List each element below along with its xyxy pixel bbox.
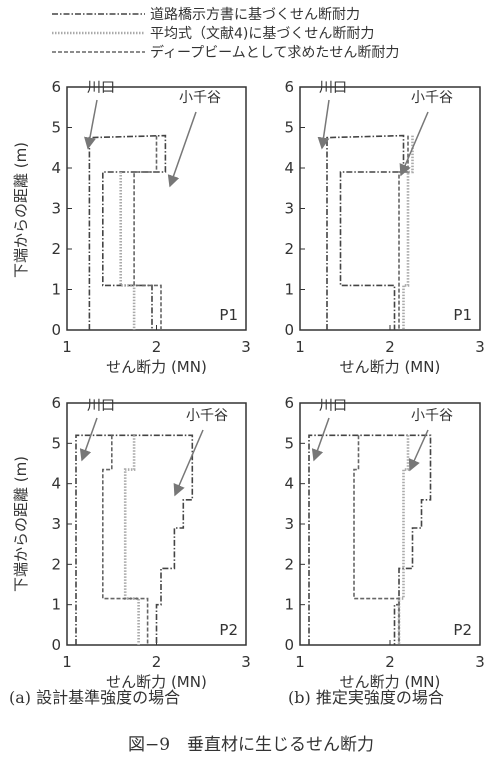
y-tick-label: 6 bbox=[284, 394, 294, 412]
legend-label-deepbeam: ディープビームとして求めたせん断耐力 bbox=[150, 44, 399, 61]
y-tick-label: 3 bbox=[51, 200, 61, 218]
annotation-kawaguchi: 川口 bbox=[319, 398, 347, 414]
annotation-kochidani: 小千谷 bbox=[411, 408, 453, 424]
annotation-kochidani: 小千谷 bbox=[411, 90, 453, 106]
annotation-kawaguchi: 川口 bbox=[87, 398, 115, 414]
x-tick-label: 2 bbox=[152, 653, 162, 671]
plot-frame bbox=[300, 403, 480, 645]
y-tick-label: 5 bbox=[284, 119, 294, 137]
plot-frame bbox=[67, 87, 246, 330]
x-tick-label: 1 bbox=[295, 338, 305, 356]
y-tick-label: 6 bbox=[51, 78, 61, 96]
y-tick-label: 5 bbox=[51, 434, 61, 452]
annotation-arrow bbox=[322, 100, 329, 148]
y-tick-label: 2 bbox=[284, 555, 294, 573]
x-tick-label: 1 bbox=[295, 653, 305, 671]
legend-label-average: 平均式（文献4)に基づくせん断耐力 bbox=[150, 25, 374, 42]
y-tick-label: 0 bbox=[51, 636, 61, 654]
x-tick-label: 3 bbox=[475, 338, 485, 356]
annotation-kawaguchi: 川口 bbox=[319, 80, 347, 96]
annotation-arrow bbox=[88, 100, 97, 148]
x-axis-title: せん断力 (MN) bbox=[340, 358, 441, 376]
x-tick-label: 3 bbox=[241, 653, 251, 671]
panel-label: P1 bbox=[219, 306, 238, 324]
x-tick-label: 1 bbox=[62, 653, 72, 671]
annotation-kochidani: 小千谷 bbox=[186, 408, 228, 424]
legend-entry: 道路橋示方書に基づくせん断耐力 bbox=[52, 6, 360, 23]
annotation-kawaguchi: 川口 bbox=[87, 80, 115, 96]
y-tick-label: 3 bbox=[51, 515, 61, 533]
legend-label-code: 道路橋示方書に基づくせん断耐力 bbox=[150, 6, 360, 23]
x-tick-label: 1 bbox=[62, 338, 72, 356]
x-axis-title: せん断力 (MN) bbox=[106, 358, 207, 376]
annotation-arrow bbox=[170, 112, 196, 186]
x-tick-label: 2 bbox=[385, 338, 395, 356]
y-tick-label: 6 bbox=[51, 394, 61, 412]
y-axis-title-bottom: 下端からの距離 (m) bbox=[12, 456, 30, 592]
series-line-0 bbox=[89, 136, 165, 330]
y-tick-label: 0 bbox=[284, 636, 294, 654]
y-tick-label: 4 bbox=[51, 159, 61, 177]
y-tick-label: 2 bbox=[51, 555, 61, 573]
y-tick-label: 5 bbox=[284, 434, 294, 452]
y-tick-label: 1 bbox=[284, 596, 294, 614]
subcaption-a: (a) 設計基準強度の場合 bbox=[9, 688, 180, 707]
x-tick-label: 2 bbox=[385, 653, 395, 671]
series-line-0 bbox=[327, 136, 404, 330]
y-tick-label: 2 bbox=[51, 240, 61, 258]
panel-label: P2 bbox=[453, 621, 472, 639]
x-tick-label: 3 bbox=[475, 653, 485, 671]
series-line-1 bbox=[125, 435, 138, 645]
annotation-arrow bbox=[175, 430, 203, 495]
y-tick-label: 0 bbox=[284, 321, 294, 339]
y-tick-label: 1 bbox=[51, 596, 61, 614]
x-tick-label: 2 bbox=[152, 338, 162, 356]
series-line-1 bbox=[399, 435, 408, 645]
annotation-kochidani: 小千谷 bbox=[179, 90, 221, 106]
y-tick-label: 1 bbox=[51, 281, 61, 299]
annotation-arrow bbox=[401, 112, 428, 175]
y-tick-label: 2 bbox=[284, 240, 294, 258]
y-tick-label: 1 bbox=[284, 281, 294, 299]
legend: 道路橋示方書に基づくせん断耐力 平均式（文献4)に基づくせん断耐力 ディープビー… bbox=[52, 6, 399, 61]
plot-frame bbox=[67, 403, 246, 645]
y-tick-label: 4 bbox=[284, 475, 294, 493]
figure-caption: 図−9 垂直材に生じるせん断力 bbox=[128, 735, 374, 755]
y-tick-label: 3 bbox=[284, 515, 294, 533]
panel-label: P1 bbox=[453, 306, 472, 324]
y-tick-label: 5 bbox=[51, 119, 61, 137]
series-line-2 bbox=[354, 435, 399, 645]
y-tick-label: 4 bbox=[284, 159, 294, 177]
y-axis-title-top: 下端からの距離 (m) bbox=[12, 142, 30, 278]
series-line-2 bbox=[134, 136, 161, 330]
series-line-1 bbox=[121, 172, 134, 330]
x-tick-label: 3 bbox=[241, 338, 251, 356]
legend-entry: 平均式（文献4)に基づくせん断耐力 bbox=[52, 25, 374, 42]
series-line-2 bbox=[103, 435, 148, 645]
y-tick-label: 6 bbox=[284, 78, 294, 96]
y-tick-label: 0 bbox=[51, 321, 61, 339]
subcaption-b: (b) 推定実強度の場合 bbox=[288, 688, 444, 707]
panel-label: P2 bbox=[219, 621, 238, 639]
y-tick-label: 4 bbox=[51, 475, 61, 493]
annotation-arrow bbox=[82, 418, 97, 460]
legend-entry: ディープビームとして求めたせん断耐力 bbox=[52, 44, 399, 61]
y-tick-label: 3 bbox=[284, 200, 294, 218]
annotation-arrow bbox=[314, 418, 329, 460]
